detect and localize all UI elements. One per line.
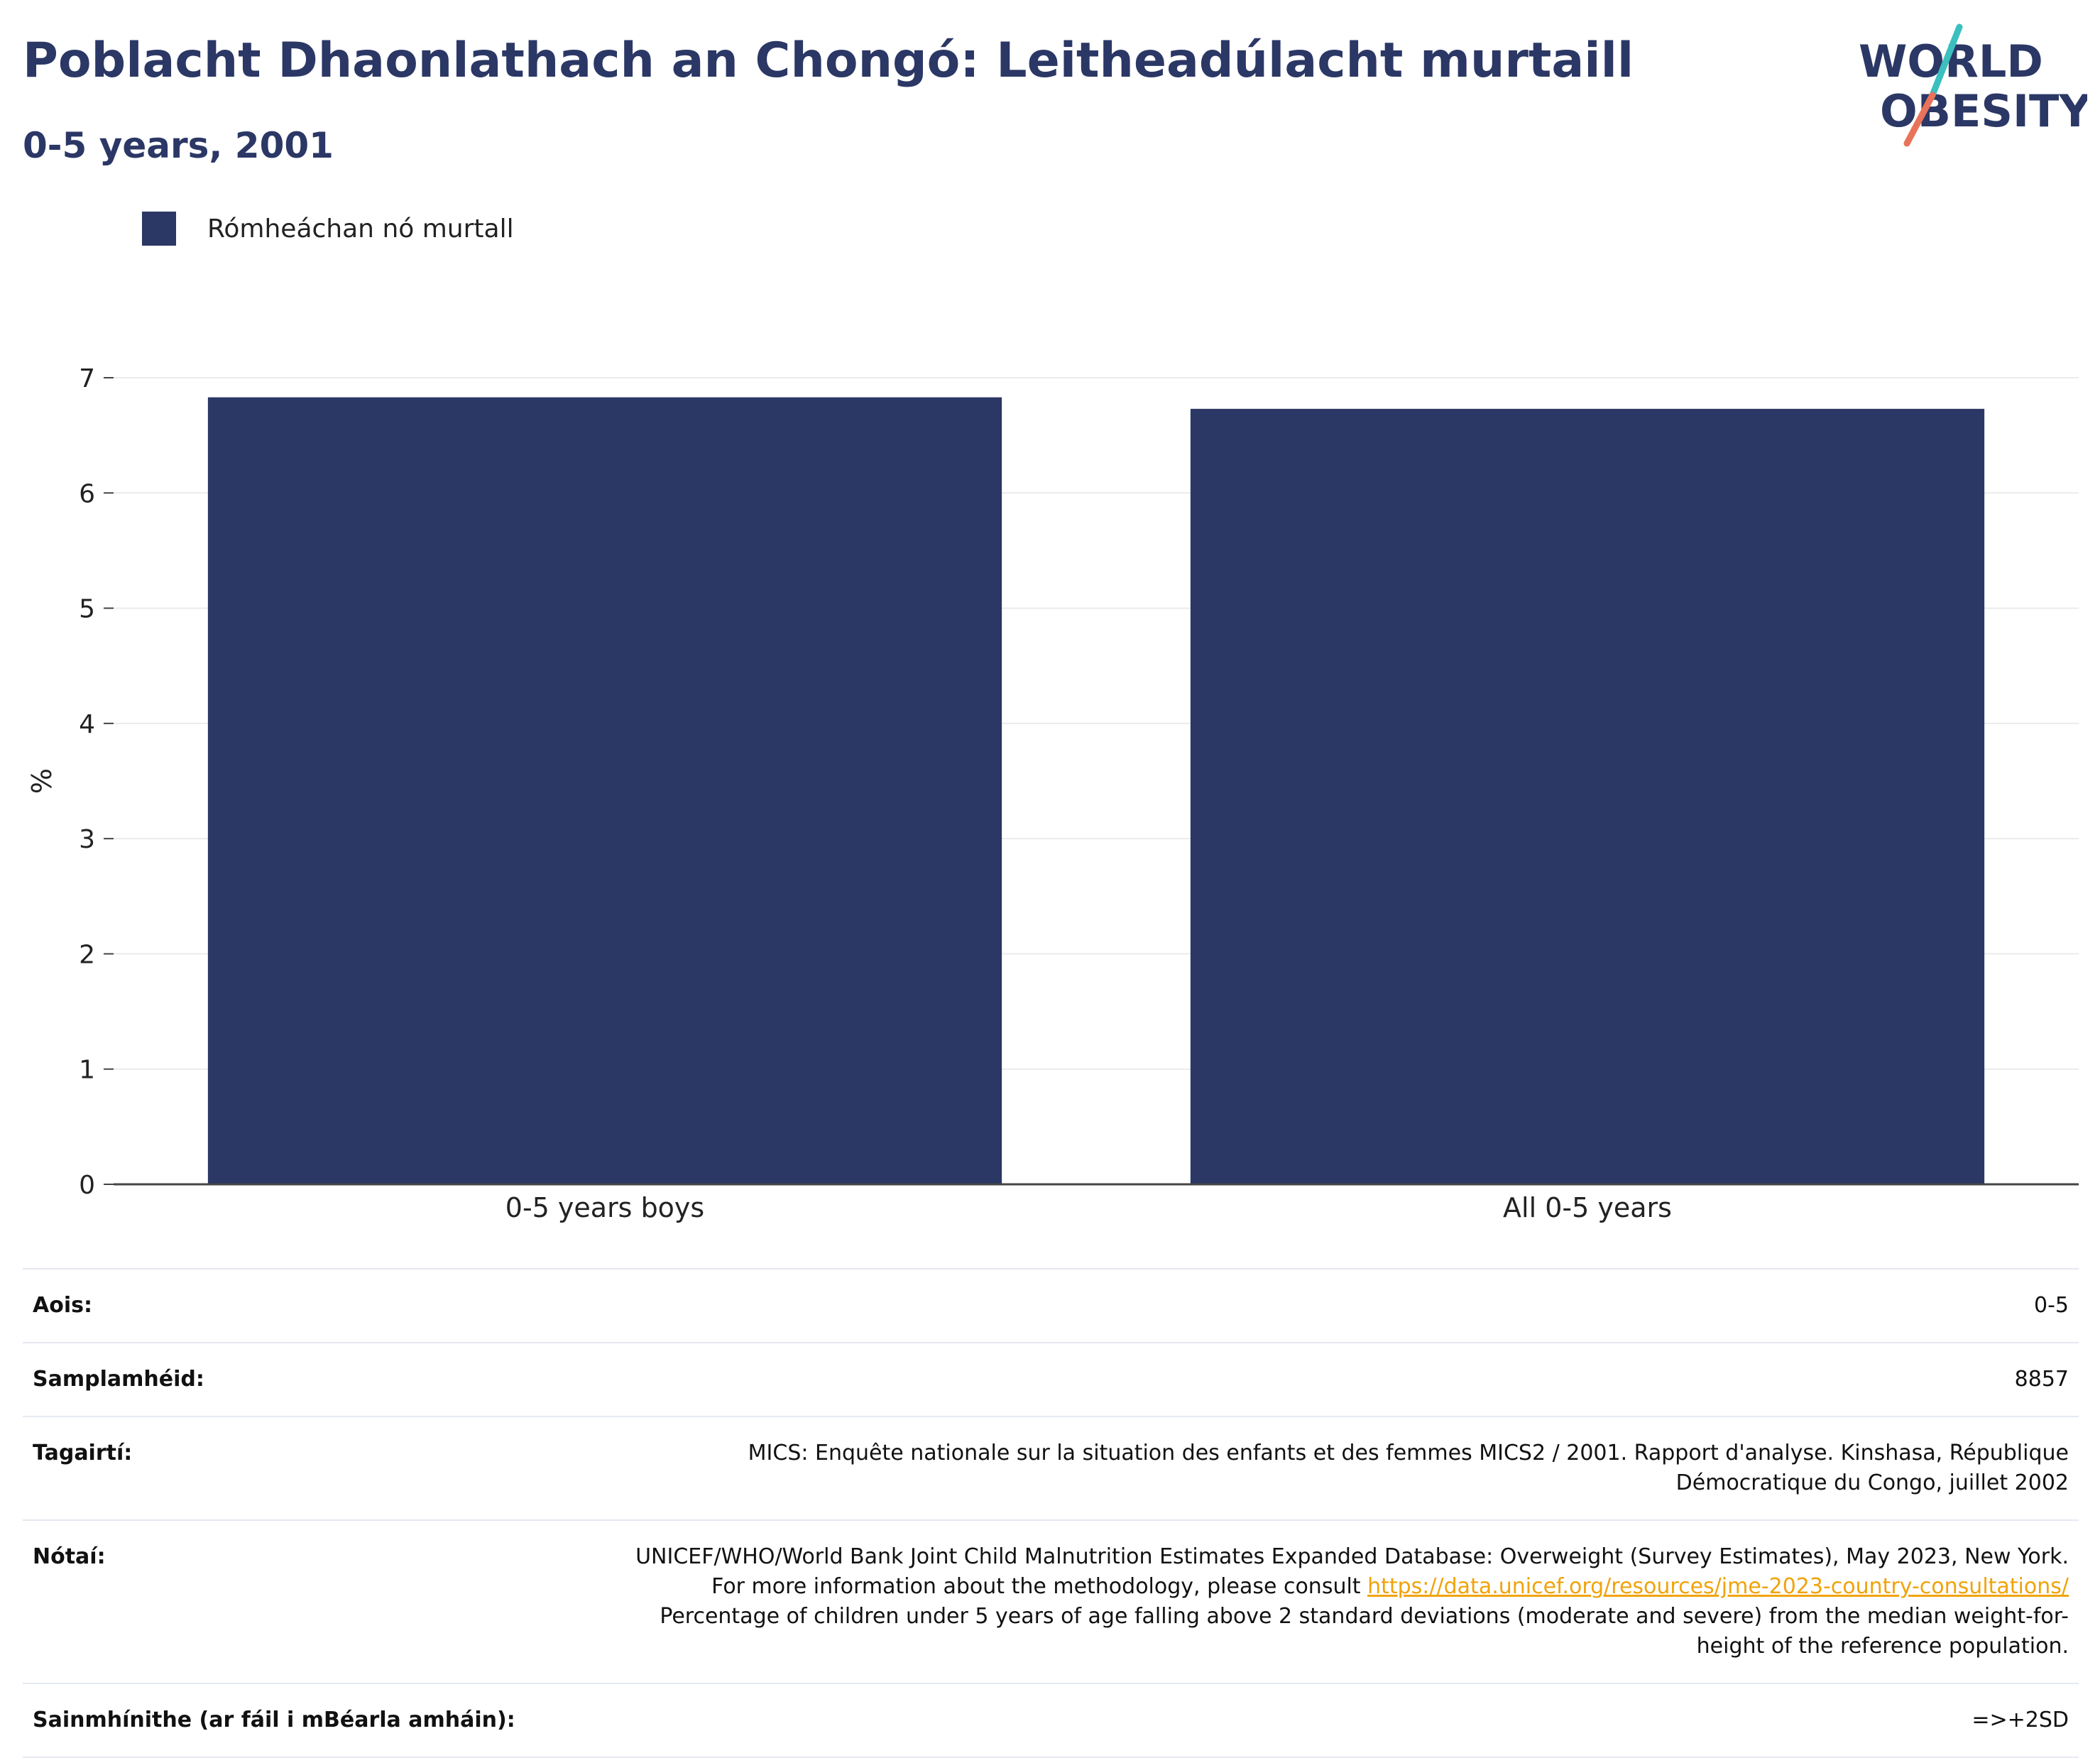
world-obesity-logo: WORLD OBESITY bbox=[1859, 23, 2087, 147]
chart-legend[interactable]: Rómheáchan nó murtall bbox=[142, 212, 514, 246]
x-tick-label: 0-5 years boys bbox=[505, 1192, 704, 1223]
info-label-references: Tagairtí: bbox=[33, 1441, 133, 1465]
bar-chart: 0 1 2 3 4 5 6 7% 0-5 years boys All 0-5 years bbox=[26, 364, 2079, 1223]
info-label-definitions: Sainmhínithe (ar fáil i mBéarla amháin): bbox=[33, 1708, 515, 1732]
bar[interactable] bbox=[1190, 408, 1985, 1184]
y-tick-label: 7 bbox=[79, 364, 95, 393]
y-tick-label: 1 bbox=[79, 1056, 95, 1085]
info-label-notes: Nótaí: bbox=[33, 1544, 106, 1569]
y-tick-label: 2 bbox=[79, 940, 95, 969]
y-tick-label: 6 bbox=[79, 479, 95, 508]
info-table: Aois: 0-5 Samplamhéid: 8857 Tagairtí: MI… bbox=[23, 1268, 2079, 1758]
info-row-sample: Samplamhéid: 8857 bbox=[23, 1343, 2079, 1417]
notes-text-before: UNICEF/WHO/World Bank Joint Child Malnut… bbox=[635, 1544, 2069, 1599]
bar[interactable] bbox=[207, 397, 1002, 1184]
y-tick-label: 4 bbox=[79, 710, 95, 739]
info-row-age: Aois: 0-5 bbox=[23, 1270, 2079, 1343]
info-value-references: MICS: Enquête nationale sur la situation… bbox=[748, 1441, 2069, 1495]
info-label-sample: Samplamhéid: bbox=[33, 1367, 204, 1392]
legend-swatch bbox=[142, 212, 176, 246]
notes-text-after: Percentage of children under 5 years of … bbox=[660, 1604, 2069, 1659]
logo-slash-coral bbox=[1903, 92, 1936, 147]
bars bbox=[207, 397, 1985, 1184]
info-value-sample: 8857 bbox=[2014, 1367, 2069, 1392]
page-subtitle: 0-5 years, 2001 bbox=[23, 125, 334, 166]
info-value-age: 0-5 bbox=[2034, 1293, 2069, 1318]
logo-slash-teal bbox=[1929, 23, 1963, 99]
x-tick-label: All 0-5 years bbox=[1503, 1192, 1672, 1223]
info-row-definitions: Sainmhínithe (ar fáil i mBéarla amháin):… bbox=[23, 1684, 2079, 1758]
info-row-references: Tagairtí: MICS: Enquête nationale sur la… bbox=[23, 1417, 2079, 1521]
legend-label: Rómheáchan nó murtall bbox=[207, 214, 514, 244]
info-label-age: Aois: bbox=[33, 1293, 92, 1318]
page-title: Poblacht Dhaonlathach an Chongó: Leithea… bbox=[23, 33, 1634, 89]
y-tick-label: 3 bbox=[79, 825, 95, 854]
y-tick-label: 0 bbox=[79, 1171, 95, 1200]
y-tick-label: 5 bbox=[79, 595, 95, 624]
axes: 0 1 2 3 4 5 6 7% 0-5 years boys All 0-5 years bbox=[26, 364, 2079, 1223]
notes-link[interactable]: https://data.unicef.org/resources/jme-20… bbox=[1367, 1574, 2069, 1599]
info-value-definitions: =>+2SD bbox=[1972, 1708, 2069, 1732]
info-value-notes: UNICEF/WHO/World Bank Joint Child Malnut… bbox=[606, 1542, 2069, 1661]
y-axis-title: % bbox=[26, 768, 58, 794]
info-row-notes: Nótaí: UNICEF/WHO/World Bank Joint Child… bbox=[23, 1521, 2079, 1684]
